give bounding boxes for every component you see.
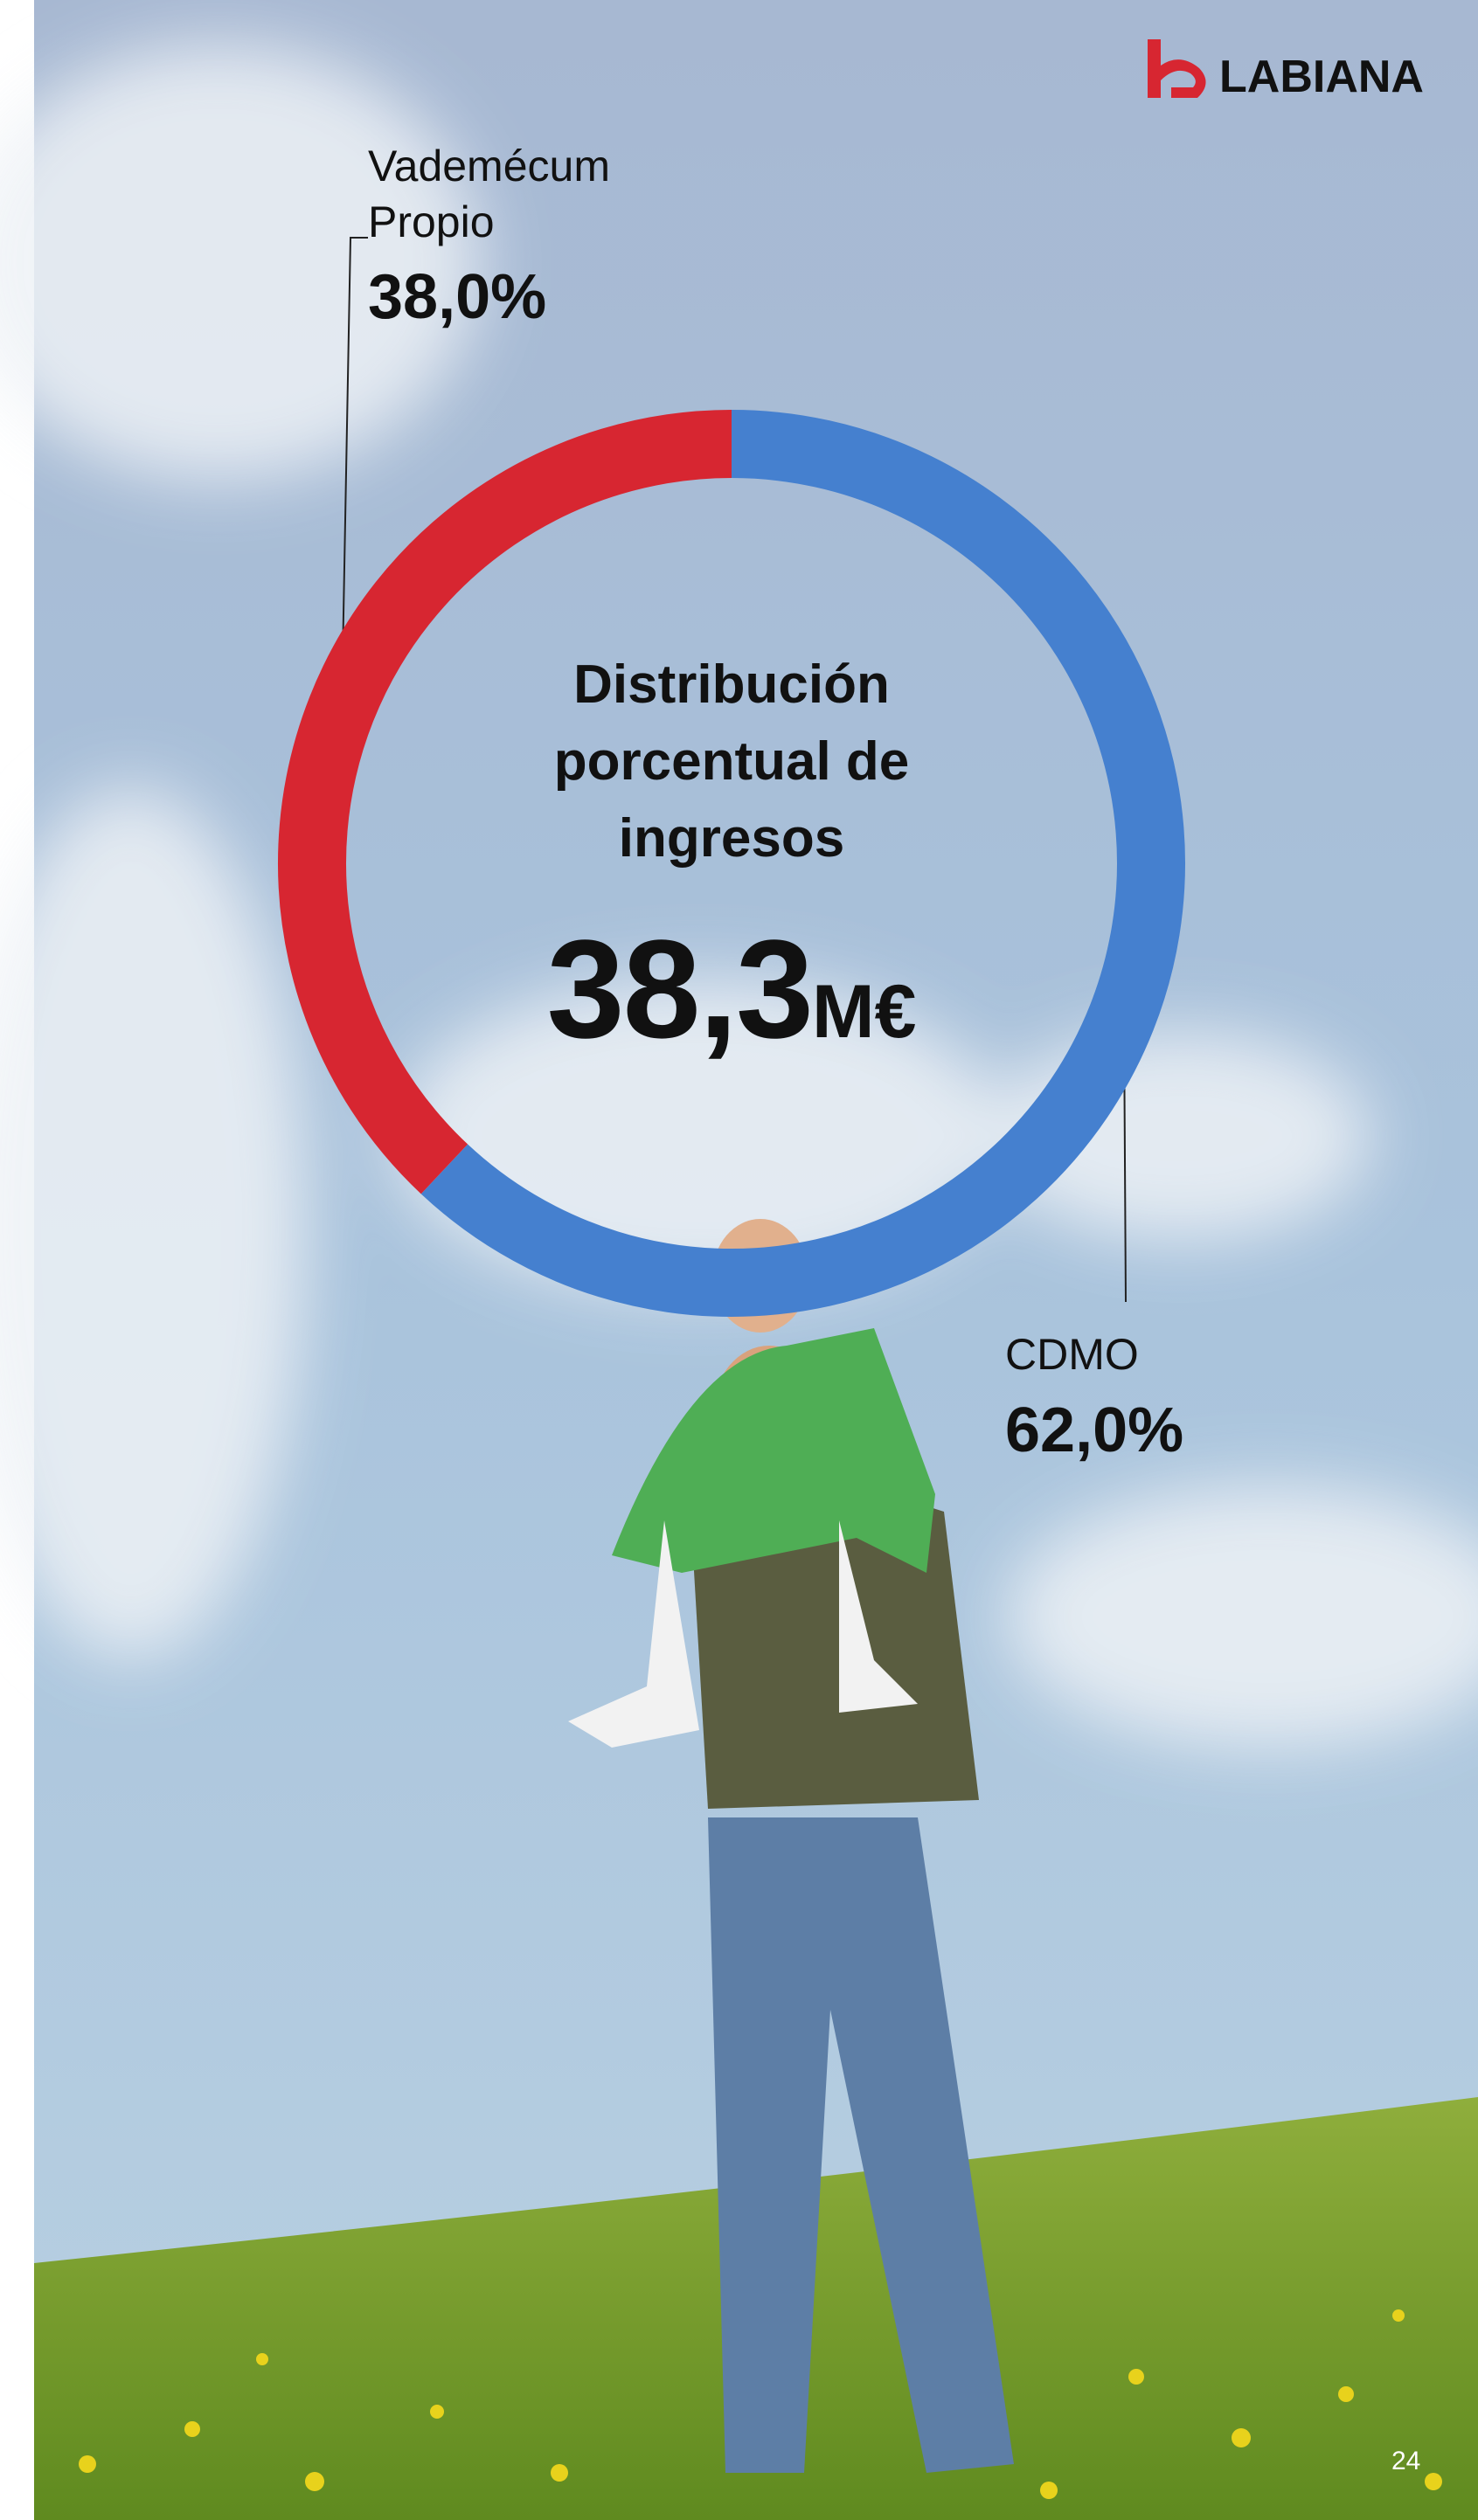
- slice-label: CDMO: [1005, 1326, 1294, 1382]
- chart: [0, 0, 1478, 2520]
- slice-label: Vademécum Propio: [368, 138, 656, 250]
- page-number: 24: [1391, 2447, 1420, 2476]
- slice-value-label: 62,0%: [1005, 1391, 1183, 1470]
- total-value: 38,3: [547, 910, 812, 1067]
- page: Vademécum Propio 38,0% CDMO 62,0% Distri…: [0, 0, 1478, 2520]
- total: 38,3M€: [469, 909, 994, 1070]
- logo: LABIANA: [1219, 51, 1424, 103]
- slice-value-label: 38,0%: [368, 258, 546, 336]
- chart-title: Distribución porcentual de ingresos: [531, 647, 933, 877]
- total-unit: M€: [812, 970, 916, 1054]
